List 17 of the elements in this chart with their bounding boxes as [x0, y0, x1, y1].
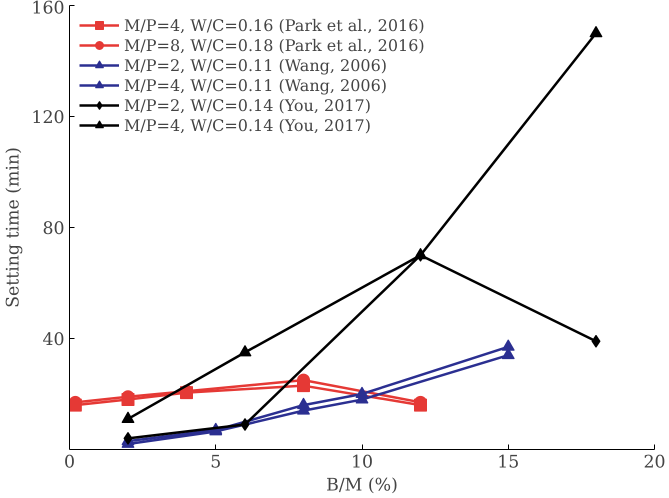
legend-label: M/P=2, W/C=0.11 (Wang, 2006) — [124, 56, 388, 74]
x-tick-label: 20 — [643, 452, 666, 472]
y-tick-label: 40 — [42, 330, 65, 350]
legend-label: M/P=2, W/C=0.14 (You, 2017) — [124, 96, 371, 114]
x-tick-label: 5 — [210, 452, 222, 472]
legend-label: M/P=4, W/C=0.14 (You, 2017) — [124, 116, 371, 134]
legend-label: M/P=4, W/C=0.16 (Park et al., 2016) — [124, 16, 425, 34]
x-axis-title: B/M (%) — [326, 476, 398, 496]
y-tick-label: 80 — [42, 219, 65, 239]
y-tick-label: 120 — [31, 108, 65, 128]
x-tick-label: 0 — [64, 452, 76, 472]
legend-label: M/P=4, W/C=0.11 (Wang, 2006) — [124, 76, 388, 94]
x-tick-label: 10 — [350, 452, 374, 472]
x-tick-label: 15 — [497, 452, 520, 472]
legend-label: M/P=8, W/C=0.18 (Park et al., 2016) — [124, 36, 425, 54]
y-tick-label: 160 — [31, 0, 65, 18]
y-axis-title: Setting time (min) — [3, 147, 24, 308]
